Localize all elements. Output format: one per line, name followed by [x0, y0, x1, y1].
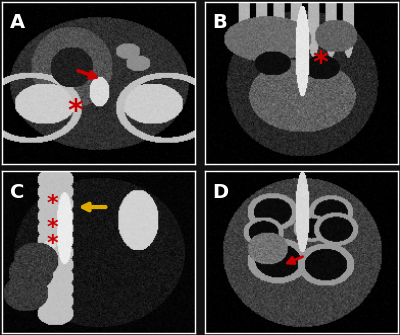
Text: *: *: [313, 49, 329, 78]
Text: B: B: [212, 13, 227, 32]
Text: C: C: [10, 183, 24, 202]
Text: *: *: [68, 97, 84, 126]
Text: *: *: [46, 194, 58, 214]
Text: A: A: [10, 13, 25, 32]
Text: D: D: [212, 183, 228, 202]
Text: *: *: [46, 234, 58, 254]
Text: *: *: [46, 218, 58, 238]
